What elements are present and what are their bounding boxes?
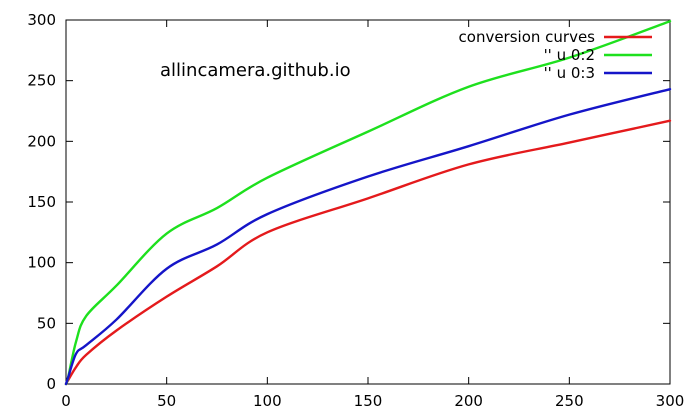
legend-label-3: '' u 0:3 [544,64,595,82]
series-lines [64,20,672,386]
y-tick-label: 300 [27,11,56,29]
chart-annotation: allincamera.github.io [160,60,351,81]
y-tick-label: 0 [46,375,56,393]
x-tick-label: 200 [454,392,483,410]
legend: conversion curves'' u 0:2'' u 0:3 [459,28,652,82]
y-tick-label: 50 [37,314,56,332]
series-line-3 [64,87,672,386]
y-axis: 0 50 100 150 200 250 300 [27,11,670,393]
y-tick-label: 150 [27,193,56,211]
x-tick-label: 250 [555,392,584,410]
y-tick-label: 100 [27,254,56,272]
series-line-2 [64,20,672,386]
x-tick-label: 150 [354,392,383,410]
series-line-1 [64,119,672,386]
legend-label-2: '' u 0:2 [544,46,595,64]
x-tick-label: 50 [157,392,176,410]
x-axis: 0 50 100 150 200 250 300 [61,20,684,410]
x-tick-label: 300 [656,392,685,410]
x-tick-label: 100 [253,392,282,410]
y-tick-label: 200 [27,132,56,150]
legend-label-1: conversion curves [459,28,596,46]
x-tick-label: 0 [61,392,71,410]
y-tick-label: 250 [27,72,56,90]
